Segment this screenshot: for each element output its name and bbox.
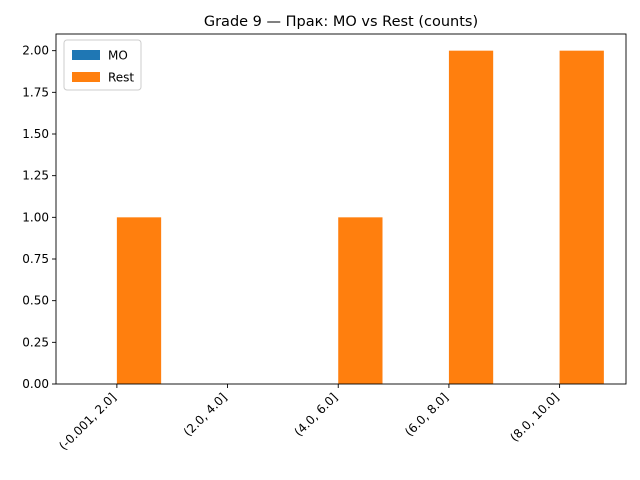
- y-tick-label: 1.25: [22, 169, 49, 183]
- axes-layer: 0.00 0.25 0.50 0.75 1.00 1.25 1.50 1.75 2.00 (-0.…: [22, 33, 627, 453]
- y-tick-label: 0.00: [22, 377, 49, 391]
- x-tick-label: (2.0, 4.0]: [181, 390, 230, 439]
- bar-rest-0: [116, 217, 162, 384]
- bar-rest-2: [338, 217, 383, 384]
- axes-frame: [55, 33, 627, 385]
- y-tick-label: 1.50: [22, 127, 49, 141]
- bars-layer: [116, 50, 604, 385]
- bar-rest-3: [448, 50, 494, 385]
- chart-title: Grade 9 — Прак: MO vs Rest (counts): [204, 14, 478, 30]
- bar-rest-4: [559, 50, 604, 385]
- y-tick-label: 0.75: [22, 252, 49, 266]
- x-tick-label: (-0.001, 2.0]: [56, 390, 119, 453]
- legend-swatch-mo: [72, 50, 100, 60]
- x-tick-label: (8.0, 10.0]: [507, 390, 561, 444]
- x-tick-label: (4.0, 6.0]: [291, 390, 340, 439]
- y-tick-label: 2.00: [22, 44, 49, 58]
- y-tick-label: 0.50: [22, 294, 49, 308]
- y-tick-label: 1.75: [22, 85, 49, 99]
- y-tick-label: 1.00: [22, 210, 49, 224]
- y-tick-label: 0.25: [22, 335, 49, 349]
- x-tick-label: (6.0, 8.0]: [402, 390, 451, 439]
- legend-label-rest: Rest: [108, 71, 134, 85]
- legend: MO Rest: [63, 39, 142, 91]
- legend-swatch-rest: [72, 72, 100, 82]
- legend-label-mo: MO: [108, 49, 128, 63]
